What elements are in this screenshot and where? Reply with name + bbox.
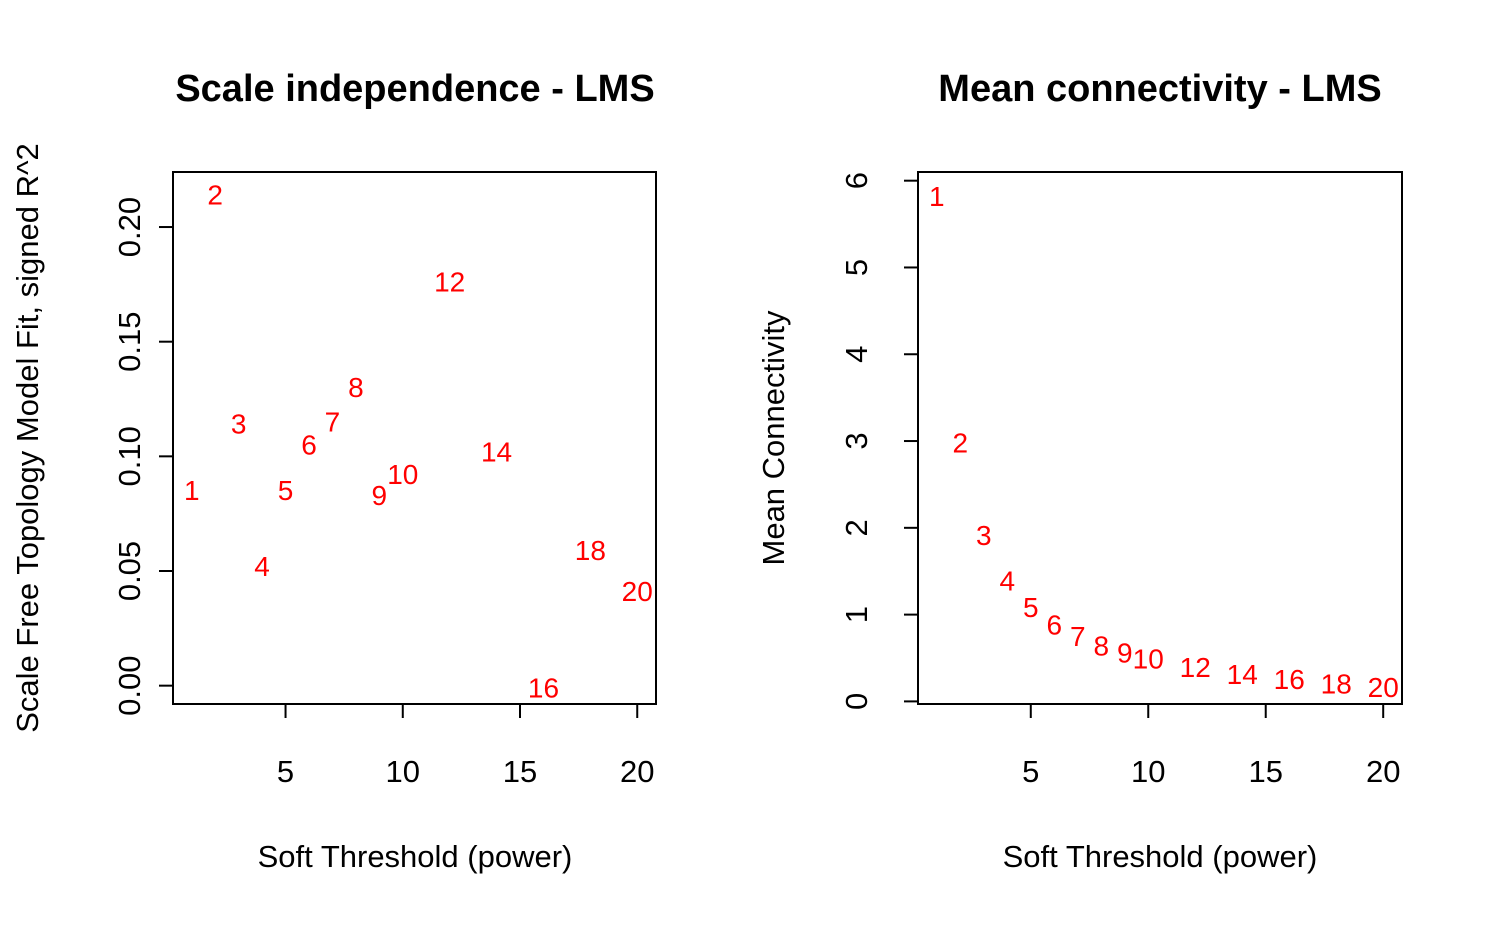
y-axis: 0.00 0.05 0.10 0.15 0.20 — [112, 197, 174, 716]
y-tick-label: 3 — [839, 432, 874, 449]
x-tick-label: 15 — [503, 754, 537, 789]
chart-title: Mean connectivity - LMS — [938, 68, 1381, 110]
chart-title: Scale independence - LMS — [175, 68, 654, 110]
plot-frame — [917, 171, 1403, 705]
data-point-label: 18 — [1321, 669, 1352, 700]
data-point-label: 4 — [254, 551, 270, 582]
data-point-label: 3 — [231, 409, 247, 440]
data-point-label: 1 — [929, 181, 945, 212]
data-point-label: 16 — [528, 672, 559, 703]
x-tick-label: 5 — [1022, 754, 1039, 789]
data-point-label: 3 — [976, 520, 992, 551]
x-axis-label: Soft Threshold (power) — [1003, 839, 1318, 874]
data-point-label: 20 — [1368, 672, 1399, 703]
y-axis-label: Scale Free Topology Model Fit, signed R^… — [10, 143, 45, 733]
data-point-label: 12 — [434, 267, 465, 298]
y-tick-label: 0.15 — [112, 312, 147, 372]
data-point-label: 6 — [301, 429, 317, 460]
data-point-label: 2 — [953, 427, 969, 458]
x-axis: 5 10 15 20 — [1022, 703, 1400, 789]
y-tick-label: 2 — [839, 519, 874, 536]
data-point-label: 4 — [999, 565, 1015, 596]
data-point-label: 5 — [278, 475, 294, 506]
data-point-label: 9 — [372, 480, 388, 511]
data-point-label: 14 — [1227, 659, 1258, 690]
data-point-label: 14 — [481, 436, 512, 467]
panel-scale-independence: Scale independence - LMS Soft Threshold … — [10, 68, 657, 874]
y-tick-label: 5 — [839, 259, 874, 276]
data-point-label: 5 — [1023, 592, 1039, 623]
x-tick-label: 20 — [620, 754, 654, 789]
data-point-label: 18 — [575, 535, 606, 566]
data-point-label: 9 — [1117, 637, 1133, 668]
x-tick-label: 10 — [386, 754, 420, 789]
data-point-label: 16 — [1274, 664, 1305, 695]
data-point-label: 12 — [1180, 652, 1211, 683]
y-tick-label: 0.05 — [112, 541, 147, 601]
data-point-label: 8 — [348, 372, 364, 403]
y-tick-label: 0.10 — [112, 426, 147, 486]
data-point-label: 1 — [184, 475, 200, 506]
y-tick-label: 6 — [839, 172, 874, 189]
y-axis-label: Mean Connectivity — [756, 310, 791, 566]
data-point-label: 8 — [1093, 630, 1109, 661]
x-axis-label: Soft Threshold (power) — [258, 839, 573, 874]
data-point-label: 10 — [1133, 643, 1164, 674]
x-tick-label: 20 — [1366, 754, 1400, 789]
x-tick-label: 5 — [277, 754, 294, 789]
x-tick-label: 10 — [1131, 754, 1165, 789]
data-point-label: 2 — [207, 179, 223, 210]
data-point-label: 20 — [622, 576, 653, 607]
y-tick-label: 0 — [839, 693, 874, 710]
y-tick-label: 0.20 — [112, 197, 147, 257]
data-point-label: 6 — [1046, 610, 1062, 641]
panel-mean-connectivity: Mean connectivity - LMS Soft Threshold (… — [756, 68, 1403, 874]
x-tick-label: 15 — [1248, 754, 1282, 789]
y-tick-label: 0.00 — [112, 655, 147, 715]
x-axis: 5 10 15 20 — [277, 703, 654, 789]
y-tick-label: 1 — [839, 606, 874, 623]
data-point-label: 10 — [387, 459, 418, 490]
y-tick-label: 4 — [839, 346, 874, 363]
data-point-label: 7 — [325, 406, 341, 437]
y-axis: 0 1 2 3 4 5 6 — [839, 172, 919, 710]
data-point-label: 7 — [1070, 621, 1086, 652]
